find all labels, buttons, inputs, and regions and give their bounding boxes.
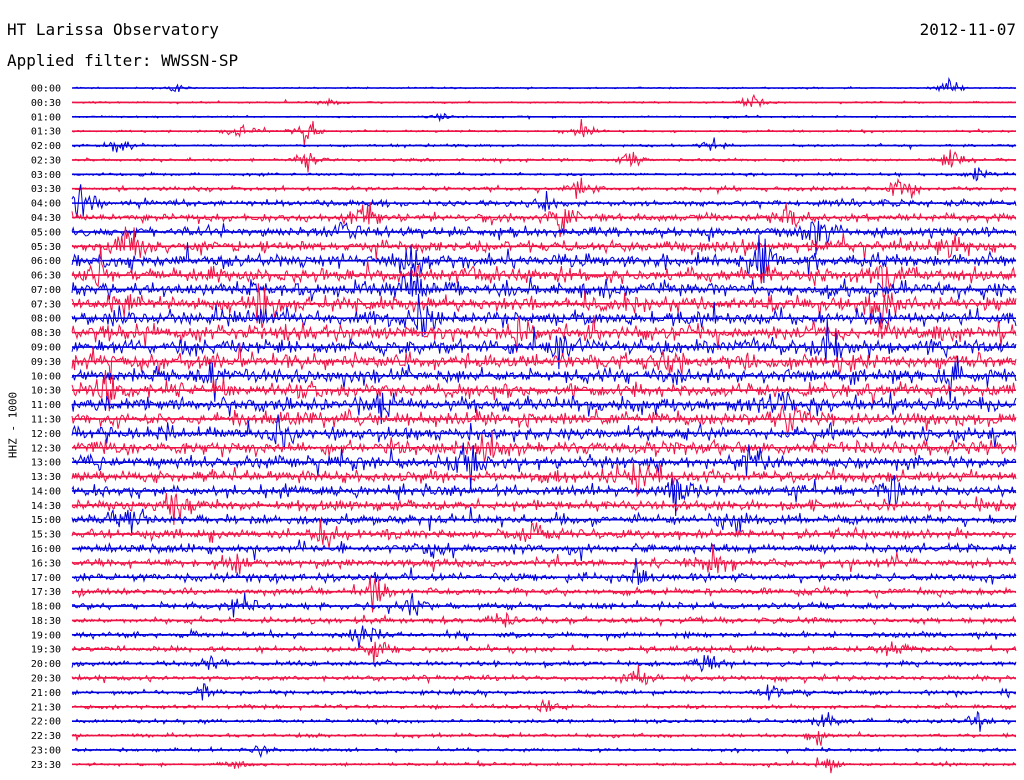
row-time-label: 02:00 [31,141,61,152]
row-time-label: 05:00 [31,227,61,238]
row-time-label: 12:30 [31,443,61,454]
observatory-title: HT Larissa Observatory [7,20,219,39]
seismogram-trace [71,625,1017,649]
row-time-label: 20:00 [31,659,61,670]
row-time-label: 17:30 [31,587,61,598]
seismogram-trace [71,461,1017,498]
seismogram-trace [71,220,1017,255]
seismogram-trace [71,664,1017,686]
seismogram-trace [71,293,1017,337]
row-time-label: 12:00 [31,429,61,440]
row-time-label: 10:30 [31,386,61,397]
row-time-label: 15:00 [31,515,61,526]
row-time-label: 00:00 [31,84,61,95]
row-time-label: 08:30 [31,328,61,339]
seismogram-trace [71,641,1017,665]
seismogram-trace [71,201,1017,238]
seismogram-trace [71,474,1017,517]
row-time-label: 15:30 [31,530,61,541]
row-time-label: 21:30 [31,702,61,713]
row-time-label: 18:30 [31,616,61,627]
row-time-label: 04:00 [31,199,61,210]
row-time-label: 09:00 [31,343,61,354]
seismogram-trace [71,405,1017,436]
row-time-label: 07:00 [31,285,61,296]
row-time-label: 08:00 [31,314,61,325]
row-time-label: 06:30 [31,271,61,282]
seismogram-trace [71,730,1017,746]
row-time-label: 07:30 [31,299,61,310]
row-time-label: 22:00 [31,717,61,728]
row-time-label: 05:30 [31,242,61,253]
row-time-label: 22:30 [31,731,61,742]
row-time-label: 10:00 [31,371,61,382]
row-time-label: 04:30 [31,213,61,224]
row-time-label: 21:00 [31,688,61,699]
row-time-label: 13:00 [31,458,61,469]
row-time-label: 14:00 [31,486,61,497]
row-time-label: 19:30 [31,645,61,656]
seismogram-trace [71,318,1017,370]
record-date: 2012-11-07 [919,20,1016,39]
seismogram-trace [71,370,1017,412]
seismogram-trace [71,93,1017,109]
seismogram-trace [71,757,1017,774]
seismogram-trace [71,119,1017,146]
seismogram-trace [71,429,1017,463]
row-time-label: 01:30 [31,127,61,138]
row-time-label: 11:00 [31,400,61,411]
row-time-label: 02:30 [31,155,61,166]
seismogram-trace [71,592,1017,618]
row-time-label: 20:30 [31,673,61,684]
row-time-label: 01:00 [31,112,61,123]
seismogram-trace [71,76,1017,93]
seismogram-trace [71,342,1017,384]
row-time-label: 06:00 [31,256,61,267]
row-time-label: 17:00 [31,573,61,584]
row-time-label: 18:00 [31,602,61,613]
seismogram-trace [71,519,1016,548]
row-time-label: 11:30 [31,414,61,425]
row-time-label: 13:30 [31,472,61,483]
seismogram-trace [71,544,1017,575]
seismogram-trace [71,698,1017,713]
seismogram-trace [71,266,1017,302]
seismogram-trace [71,315,1017,353]
row-time-label: 16:00 [31,544,61,555]
row-time-label: 23:30 [31,760,61,771]
seismogram-trace [71,149,1017,173]
seismogram-trace [71,745,1017,759]
row-time-label: 09:30 [31,357,61,368]
row-time-label: 00:30 [31,98,61,109]
applied-filter-label: Applied filter: WWSSN-SP [7,51,239,70]
seismogram-trace [71,414,1017,451]
row-time-label: 03:30 [31,184,61,195]
row-time-label: 16:30 [31,558,61,569]
seismogram-trace [71,391,1017,425]
row-time-label: 14:30 [31,501,61,512]
row-time-label: 03:00 [31,170,61,181]
row-time-label: 23:00 [31,745,61,756]
seismogram-trace [71,539,1017,562]
seismogram-trace [71,493,1017,526]
row-time-label: 19:00 [31,630,61,641]
